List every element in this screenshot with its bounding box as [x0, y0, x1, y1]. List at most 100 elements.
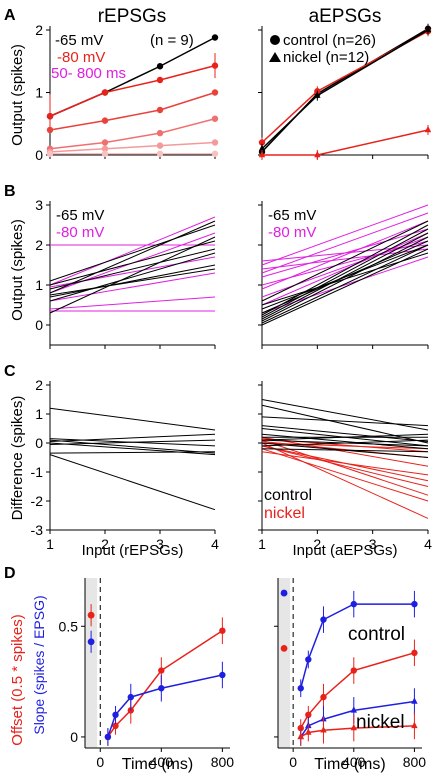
annotation: -80 mV [56, 224, 104, 241]
fit-line [261, 224, 429, 316]
data-point [219, 671, 226, 679]
column-title: rEPSGs [98, 6, 167, 27]
panel-letter: A [4, 7, 16, 24]
x-axis-label: Time (ms) [314, 756, 385, 773]
data-point [156, 150, 164, 157]
fit-line [261, 232, 429, 320]
y-tick-label: 2 [35, 237, 43, 253]
data-point [156, 142, 164, 149]
x-tick-label: 4 [424, 536, 432, 552]
data-point-triangle [314, 91, 321, 98]
difference-line [261, 399, 429, 431]
y-tick-label: 0.5 [59, 618, 79, 634]
difference-line [261, 448, 429, 502]
data-point [350, 667, 357, 674]
fit-line [49, 252, 216, 302]
y-tick-label: -2 [31, 493, 44, 509]
y-tick-label: 3 [35, 197, 43, 213]
y-tick-label: 0 [35, 435, 43, 451]
legend-label: control (n=26) [283, 32, 376, 49]
series-label: nickel [356, 712, 405, 733]
data-point [46, 150, 54, 157]
difference-line [261, 436, 429, 467]
y-axis-label-offset: Offset (0.5 * spikes) [9, 614, 26, 745]
fit-line [49, 220, 216, 294]
data-point [211, 89, 219, 96]
panel-letter: D [4, 565, 16, 582]
x-tick-label: 2 [101, 536, 109, 552]
data-point [305, 656, 312, 663]
legend-label: nickel [264, 505, 305, 522]
annotation: -80 mV [57, 49, 105, 66]
data-point [258, 139, 266, 146]
data-point-triangle [424, 25, 432, 33]
series-line [49, 91, 216, 131]
series-line [262, 129, 429, 156]
data-point [305, 711, 312, 718]
data-point [411, 600, 418, 608]
data-point-triangle [411, 697, 418, 704]
y-tick-label: 1 [35, 277, 43, 293]
annotation: (n = 9) [150, 32, 194, 49]
data-point [156, 76, 164, 84]
data-point [156, 106, 164, 114]
difference-line [261, 442, 429, 450]
fit-line [49, 216, 216, 286]
fit-line [261, 212, 429, 274]
annotation: -65 mV [268, 207, 316, 224]
fit-line [49, 296, 216, 310]
annotation: 50- 800 ms [51, 65, 126, 82]
y-tick-label: 1 [35, 406, 43, 422]
data-point [101, 150, 109, 157]
difference-line [49, 407, 216, 431]
series-line [300, 603, 415, 689]
annotation: -65 mV [55, 32, 103, 49]
data-point [156, 63, 164, 70]
fit-line [49, 268, 216, 296]
y-tick-label: 2 [35, 22, 43, 38]
x-axis-label: Time (ms) [122, 756, 193, 773]
data-point-triangle [314, 150, 321, 158]
x-tick-label: 400 [150, 754, 174, 770]
fit-line [261, 248, 429, 270]
x-tick-label: 3 [369, 536, 377, 552]
difference-line [49, 439, 216, 454]
fit-line [261, 228, 429, 278]
series-line [107, 630, 223, 738]
data-point-triangle [350, 706, 357, 713]
series-line [49, 141, 216, 153]
data-point [297, 685, 304, 692]
fit-line [261, 240, 429, 314]
panel-letter: C [4, 363, 16, 380]
data-point [320, 616, 327, 623]
fit-line [261, 204, 429, 266]
x-tick-label: 4 [211, 536, 219, 552]
series-line [49, 64, 216, 117]
y-tick-label: 0 [70, 729, 78, 745]
fit-line [261, 244, 429, 324]
fit-line [261, 256, 429, 314]
data-point [219, 627, 226, 634]
fit-line [261, 220, 429, 302]
data-point-triangle [350, 723, 357, 731]
data-point [112, 711, 119, 718]
difference-line [49, 451, 216, 454]
legend-label: control [264, 487, 312, 504]
data-point [46, 113, 54, 120]
series-line [49, 118, 216, 150]
data-point [211, 139, 219, 146]
x-tick-label: 1 [46, 536, 54, 552]
y-tick-label: -3 [31, 522, 44, 538]
data-point [158, 685, 165, 692]
data-point-triangle [258, 144, 266, 151]
y-tick-label: 0 [35, 317, 43, 333]
y-tick-label: 1 [35, 85, 43, 101]
annotation: -65 mV [56, 207, 104, 224]
series-line [107, 674, 223, 738]
x-tick-label: 3 [156, 536, 164, 552]
data-point [87, 638, 95, 646]
x-tick-label: 400 [342, 754, 366, 770]
fit-line [261, 252, 429, 306]
data-point [101, 145, 109, 152]
